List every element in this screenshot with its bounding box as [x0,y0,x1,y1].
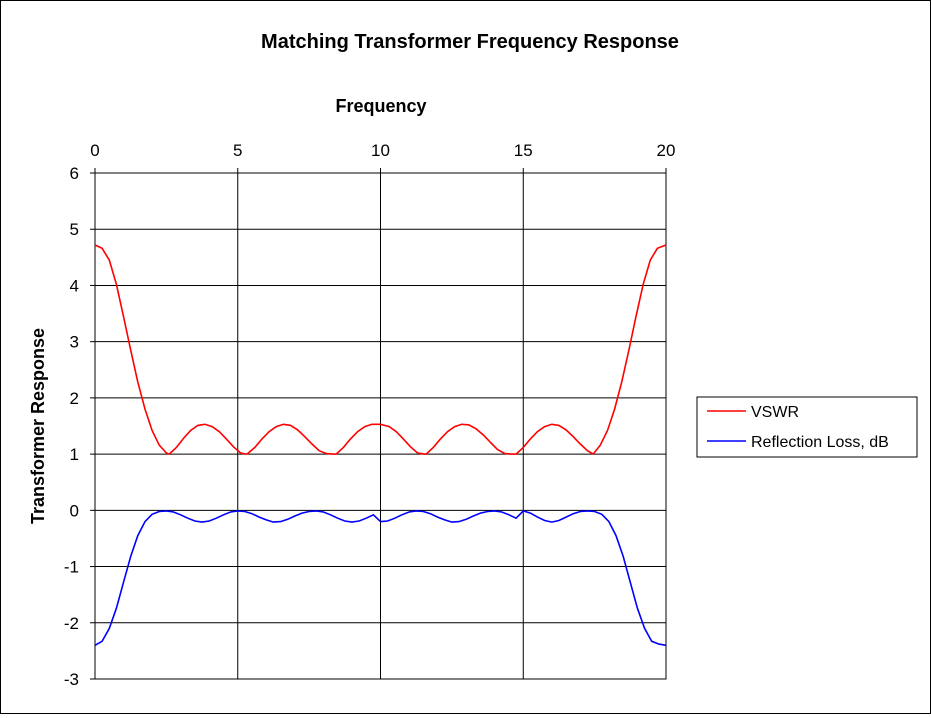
legend-label-vswr: VSWR [751,404,799,421]
y-tick-label: 2 [70,389,79,408]
x-tick-label: 10 [371,141,390,160]
series-line-reflection-loss-db [94,509,667,647]
y-tick-label: 1 [70,445,79,464]
y-axis-title: Transformer Response [28,328,48,524]
x-axis-title: Frequency [335,96,426,116]
series-lines [94,244,667,647]
x-tick-label: 5 [233,141,242,160]
x-tick-label: 15 [514,141,533,160]
y-tick-label: -3 [64,670,79,689]
chart-title: Matching Transformer Frequency Response [261,31,679,53]
y-tick-label: 4 [70,276,79,295]
x-tick-label: 20 [657,141,676,160]
y-tick-label: 0 [70,501,79,520]
legend-label-reflection-loss: Reflection Loss, dB [751,434,889,451]
legend: VSWR Reflection Loss, dB [696,396,918,458]
y-tick-label: 6 [70,164,79,183]
series-line-vswr [94,244,667,456]
legend-box [696,396,918,458]
x-tick-label: 0 [90,141,99,160]
grid-lines [90,168,667,680]
y-tick-label: -2 [64,614,79,633]
y-tick-label: 3 [70,333,79,352]
y-tick-label: 5 [70,220,79,239]
y-tick-label: -1 [64,558,79,577]
plot-area-border [94,172,667,680]
